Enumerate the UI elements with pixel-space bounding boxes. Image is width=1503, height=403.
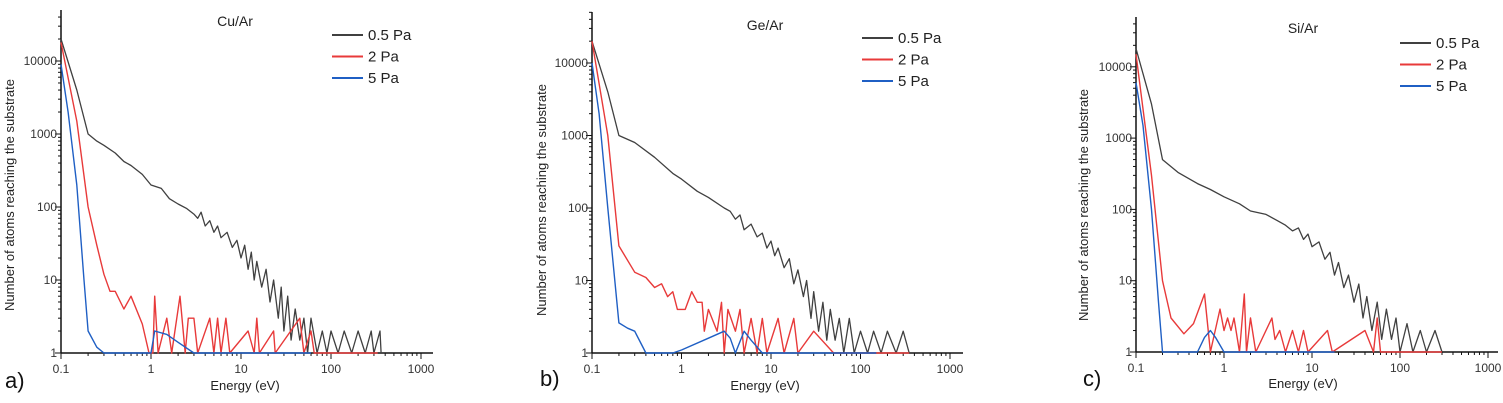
- x-axis-label: Energy (eV): [210, 378, 279, 393]
- y-tick-label: 1: [50, 346, 57, 360]
- x-tick-label: 100: [321, 362, 341, 376]
- legend-label: 0.5 Pa: [898, 30, 942, 47]
- x-tick-label: 1: [1221, 361, 1228, 375]
- y-axis-label: Number of atoms reaching the substrate: [534, 84, 549, 316]
- x-tick-label: 0.1: [53, 362, 70, 376]
- x-tick-label: 10: [764, 362, 778, 376]
- legend-label: 5 Pa: [1436, 78, 1468, 95]
- y-tick-label: 100: [1112, 202, 1132, 216]
- y-axis-label: Number of atoms reaching the substrate: [2, 79, 17, 311]
- series-line-5-Pa: [60, 64, 311, 354]
- x-tick-label: 1000: [937, 362, 964, 376]
- y-tick-label: 10: [575, 274, 589, 288]
- legend-label: 2 Pa: [1436, 57, 1468, 74]
- y-tick-label: 10: [44, 273, 58, 287]
- x-tick-label: 100: [850, 362, 870, 376]
- x-axis-label: Energy (eV): [730, 378, 799, 393]
- x-tick-label: 0.1: [584, 362, 601, 376]
- legend-label: 0.5 Pa: [368, 27, 412, 44]
- legend-label: 5 Pa: [368, 70, 400, 87]
- x-tick-label: 1000: [408, 362, 435, 376]
- legend-label: 2 Pa: [898, 52, 930, 69]
- panel-title: Cu/Ar: [217, 13, 253, 29]
- x-tick-label: 10: [234, 362, 248, 376]
- x-tick-label: 1: [678, 362, 685, 376]
- series-line-0-5-Pa: [591, 41, 910, 354]
- panel-2: 0.1 1 10 100 1000 1 10 100 1000 10000 0.5 Pa 2 Pa 5 …: [1076, 17, 1502, 391]
- panel-title: Si/Ar: [1288, 20, 1319, 36]
- y-tick-label: 100: [568, 201, 588, 215]
- x-tick-label: 100: [1390, 361, 1410, 375]
- legend-label: 2 Pa: [368, 49, 400, 66]
- x-tick-label: 1000: [1475, 361, 1502, 375]
- series-line-2-Pa: [60, 42, 378, 354]
- panel-1: 0.1 1 10 100 1000 1 10 100 1000 10000 0.5 Pa 2 Pa 5 …: [534, 11, 964, 393]
- y-tick-label: 10000: [555, 56, 589, 70]
- series-line-0-5-Pa: [60, 38, 382, 354]
- x-tick-label: 0.1: [1128, 361, 1145, 375]
- panel-title: Ge/Ar: [747, 17, 784, 33]
- series-line-0-5-Pa: [1135, 48, 1443, 353]
- x-tick-label: 1: [148, 362, 155, 376]
- panel-letter: a): [5, 368, 25, 393]
- y-tick-label: 1000: [561, 129, 588, 143]
- y-tick-label: 10000: [1099, 60, 1133, 74]
- y-tick-label: 1: [1125, 345, 1132, 359]
- y-tick-label: 10000: [24, 54, 58, 68]
- y-tick-label: 1000: [1105, 131, 1132, 145]
- x-tick-label: 10: [1305, 361, 1319, 375]
- x-axis-label: Energy (eV): [1268, 376, 1337, 391]
- y-axis-label: Number of atoms reaching the substrate: [1076, 89, 1091, 321]
- panel-letter: c): [1083, 366, 1101, 391]
- series-line-2-Pa: [1135, 54, 1442, 353]
- y-tick-label: 100: [37, 200, 57, 214]
- legend-label: 0.5 Pa: [1436, 35, 1480, 52]
- y-tick-label: 10: [1119, 274, 1133, 288]
- series-line-5-Pa: [591, 62, 877, 354]
- panel-letter: b): [540, 366, 560, 391]
- y-tick-label: 1000: [30, 127, 57, 141]
- legend-label: 5 Pa: [898, 73, 930, 90]
- y-tick-label: 1: [581, 346, 588, 360]
- series-line-5-Pa: [1135, 82, 1335, 353]
- panel-0: 0.1 1 10 100 1000 1 10 100 1000 10000 0.5 Pa 2 Pa 5 …: [2, 10, 435, 393]
- series-line-2-Pa: [591, 41, 910, 354]
